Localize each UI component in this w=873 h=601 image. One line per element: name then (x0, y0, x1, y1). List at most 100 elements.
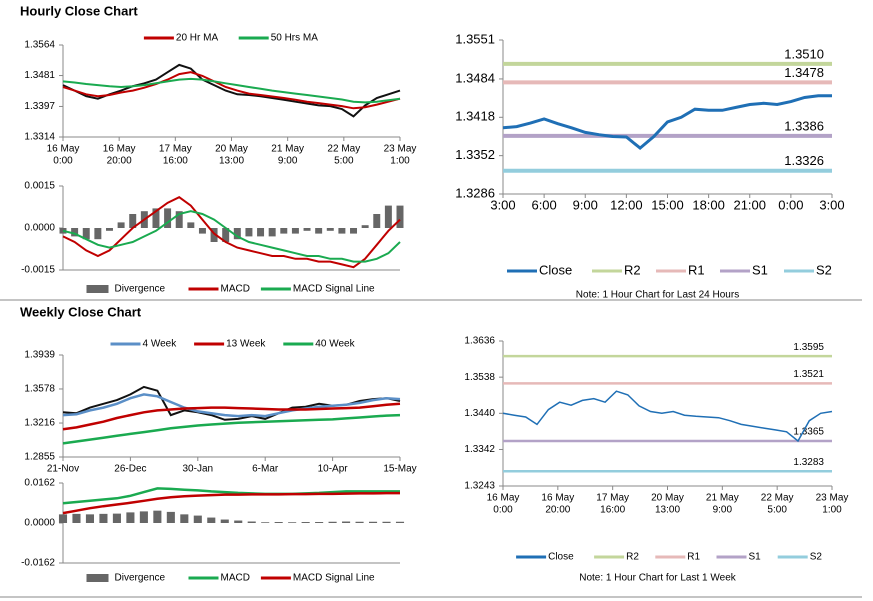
legend-label: R1 (687, 552, 700, 563)
bar (245, 228, 253, 237)
chart-note: Note: 1 Hour Chart for Last 24 Hours (576, 290, 739, 301)
x-tick-label: 17 May (159, 144, 192, 155)
bar (326, 228, 334, 231)
x-tick-label: 9:00 (573, 197, 598, 212)
bar (268, 228, 276, 237)
x-tick-label: 15-May (383, 464, 416, 475)
x-tick-label: 6:00 (531, 197, 556, 212)
x-tick-label: 12:00 (610, 197, 643, 212)
y-tick-label: 1.3538 (464, 372, 495, 383)
chart-title: Hourly Close Chart (20, 3, 138, 18)
legend-label: MACD (221, 284, 250, 295)
bar (382, 521, 391, 523)
x-tick-label: 17 May (596, 493, 629, 504)
legend-swatch (86, 285, 109, 293)
bar (395, 521, 405, 523)
legend-label: S1 (749, 552, 762, 563)
x-tick-label: 20:00 (107, 156, 132, 167)
series-line (502, 390, 833, 443)
x-tick-label: 13:00 (655, 505, 680, 516)
bar (280, 228, 288, 234)
bar (247, 521, 256, 523)
x-tick-label: 16 May (47, 144, 80, 155)
legend-label: S2 (810, 552, 823, 563)
bar (301, 522, 310, 523)
bar (396, 205, 404, 228)
legend-label: MACD Signal Line (293, 284, 375, 295)
level-label: 1.3326 (784, 153, 824, 168)
bar (350, 228, 358, 234)
x-tick-label: 21 May (271, 144, 304, 155)
bar (257, 228, 265, 237)
series-line (62, 402, 401, 431)
legend-label: S1 (752, 262, 768, 277)
y-tick-label: 1.3216 (24, 418, 55, 429)
chart-note: Note: 1 Hour Chart for Last 1 Week (579, 573, 737, 584)
level-label: 1.3386 (784, 118, 824, 133)
bar (361, 225, 369, 228)
y-tick-label: 0.0000 (24, 518, 55, 529)
x-tick-label: 16 May (103, 144, 136, 155)
bar (234, 520, 243, 523)
x-tick-label: 0:00 (493, 505, 513, 516)
bar (222, 228, 230, 242)
bar (303, 228, 311, 231)
bar (99, 513, 108, 523)
series-line (62, 71, 401, 110)
bar (291, 228, 299, 234)
bar (139, 511, 148, 523)
legend-label: MACD (221, 573, 250, 584)
bar (198, 228, 206, 234)
legend-label: MACD Signal Line (293, 573, 375, 584)
level-label: 1.3595 (793, 342, 824, 353)
x-tick-label: 18:00 (692, 197, 725, 212)
x-tick-label: 22 May (761, 493, 794, 504)
bar (315, 522, 324, 523)
bar (373, 214, 381, 228)
x-tick-label: 1:00 (822, 505, 842, 516)
level-label: 1.3478 (784, 65, 824, 80)
bar (233, 228, 241, 240)
y-tick-label: 1.3636 (464, 336, 495, 347)
bar (328, 521, 337, 523)
legend-label: 4 Week (143, 339, 178, 350)
x-tick-label: 0:00 (53, 156, 73, 167)
x-tick-label: 16:00 (600, 505, 625, 516)
bar (288, 522, 297, 523)
series-line (62, 196, 401, 269)
x-tick-label: 9:00 (278, 156, 298, 167)
bar (112, 513, 121, 523)
bar (94, 228, 102, 240)
series-line (62, 77, 401, 104)
y-tick-label: 1.3551 (455, 31, 495, 46)
x-tick-label: 20 May (651, 493, 684, 504)
x-tick-label: 22 May (327, 144, 360, 155)
x-tick-label: 3:00 (490, 197, 515, 212)
bar (72, 513, 81, 523)
level-label: 1.3365 (793, 427, 824, 438)
x-tick-label: 16 May (541, 493, 574, 504)
y-tick-label: 1.3286 (455, 185, 495, 200)
legend-label: 40 Week (315, 339, 355, 350)
bar (355, 521, 364, 523)
y-tick-label: 1.3352 (455, 147, 495, 162)
bar (207, 517, 216, 523)
bar (166, 511, 175, 523)
y-tick-label: 1.3418 (455, 109, 495, 124)
series-line (62, 63, 401, 118)
y-tick-label: 1.3397 (24, 101, 55, 112)
bar (368, 521, 378, 523)
y-tick-label: -0.0015 (21, 265, 55, 276)
y-tick-label: 1.3939 (24, 350, 55, 361)
chart-title: Weekly Close Chart (20, 304, 142, 319)
legend-swatch (86, 574, 109, 582)
bar (71, 228, 79, 237)
bar (117, 222, 125, 228)
y-tick-label: 0.0162 (24, 478, 55, 489)
bar (193, 515, 202, 523)
bar (152, 208, 160, 228)
bar (220, 519, 229, 523)
bar (315, 228, 323, 234)
bar (82, 228, 90, 240)
x-tick-label: 1:00 (390, 156, 410, 167)
